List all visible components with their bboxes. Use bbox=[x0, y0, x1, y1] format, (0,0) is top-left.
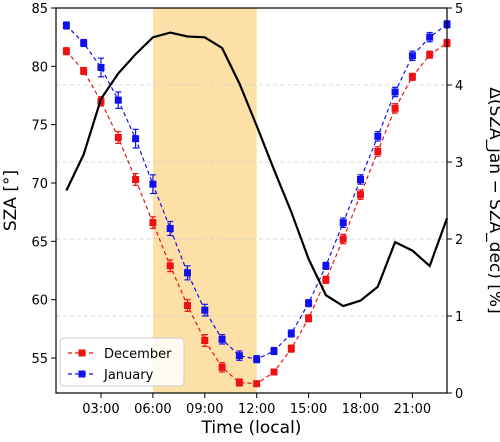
data-point-december bbox=[270, 368, 278, 376]
data-point-january bbox=[218, 335, 226, 343]
y-left-tick-label: 75 bbox=[31, 119, 48, 134]
data-point-january bbox=[166, 225, 174, 232]
y-right-tick-label: 5 bbox=[455, 2, 463, 17]
data-point-december bbox=[426, 51, 434, 59]
x-tick-label: 03:00 bbox=[82, 402, 119, 417]
y-left-tick-label: 65 bbox=[31, 235, 48, 250]
highlight-band bbox=[152, 8, 257, 393]
data-point-december bbox=[201, 337, 209, 344]
y-right-tick-label: 1 bbox=[455, 310, 463, 325]
y-left-tick-label: 70 bbox=[31, 177, 48, 192]
x-tick-label: 12:00 bbox=[238, 402, 275, 417]
data-point-december bbox=[253, 380, 261, 388]
data-point-january bbox=[62, 22, 70, 29]
plot-frame bbox=[55, 7, 448, 394]
data-point-december bbox=[322, 276, 330, 284]
data-point-january bbox=[426, 33, 434, 41]
data-point-january bbox=[80, 39, 88, 47]
data-point-december bbox=[339, 235, 347, 243]
series-line-january bbox=[65, 23, 448, 360]
series-layer bbox=[62, 20, 451, 388]
x-tick-label: 15:00 bbox=[290, 402, 327, 417]
data-point-january bbox=[322, 262, 330, 270]
data-point-december bbox=[287, 345, 295, 353]
y-left-tick-label: 85 bbox=[31, 2, 48, 17]
y-right-tick-label: 3 bbox=[455, 156, 463, 171]
data-point-december bbox=[391, 104, 399, 112]
data-point-january bbox=[408, 52, 416, 60]
data-point-december bbox=[149, 219, 157, 227]
y-left-tick-label: 80 bbox=[31, 60, 48, 75]
data-point-january bbox=[149, 180, 157, 188]
data-point-january bbox=[391, 88, 399, 96]
data-point-december bbox=[80, 67, 88, 75]
x-axis-title: Time (local) bbox=[201, 418, 302, 438]
data-point-january bbox=[253, 355, 261, 363]
data-point-january bbox=[114, 96, 122, 104]
series-line-difference bbox=[65, 31, 449, 308]
legend: December January bbox=[59, 337, 185, 387]
data-point-december bbox=[132, 176, 140, 183]
data-point-december bbox=[114, 134, 122, 141]
legend-marker-january bbox=[78, 370, 86, 378]
highlight-band-layer bbox=[152, 8, 257, 393]
data-point-january bbox=[270, 347, 278, 355]
y-left-tick-label: 60 bbox=[31, 294, 48, 309]
legend-marker-december bbox=[78, 349, 86, 357]
data-point-january bbox=[305, 299, 313, 307]
grid-layer bbox=[56, 84, 447, 317]
y-right-tick-label: 2 bbox=[455, 233, 463, 248]
data-point-january bbox=[287, 330, 295, 337]
legend-label-december: December bbox=[104, 347, 172, 362]
data-point-december bbox=[305, 314, 313, 322]
x-tick-label: 09:00 bbox=[186, 402, 223, 417]
data-point-january bbox=[132, 135, 140, 143]
data-point-december bbox=[62, 47, 70, 55]
data-point-january bbox=[201, 306, 209, 314]
data-point-december bbox=[408, 73, 416, 81]
series-line-december bbox=[65, 42, 448, 385]
data-point-january bbox=[374, 132, 382, 140]
data-point-december bbox=[166, 262, 174, 270]
data-point-january bbox=[356, 176, 364, 183]
data-point-december bbox=[218, 363, 226, 371]
data-point-december bbox=[356, 191, 364, 199]
x-tick-label: 21:00 bbox=[394, 402, 431, 417]
x-tick-label: 18:00 bbox=[342, 402, 379, 417]
data-point-january bbox=[339, 219, 347, 227]
y-right-axis-title: Δ(SZA_jan − SZA_dec) [%] bbox=[485, 87, 500, 313]
x-tick-label: 06:00 bbox=[134, 402, 171, 417]
data-point-december bbox=[374, 148, 382, 155]
data-point-december bbox=[183, 302, 191, 309]
y-left-tick-label: 55 bbox=[31, 352, 48, 367]
data-point-january bbox=[183, 269, 191, 277]
data-point-december bbox=[235, 379, 243, 386]
y-right-tick-label: 0 bbox=[455, 387, 463, 402]
y-right-tick-label: 4 bbox=[455, 79, 463, 94]
legend-label-january: January bbox=[103, 368, 154, 383]
data-point-january bbox=[97, 64, 105, 71]
y-left-axis-title: SZA [°] bbox=[1, 170, 21, 231]
data-point-january bbox=[235, 352, 243, 360]
